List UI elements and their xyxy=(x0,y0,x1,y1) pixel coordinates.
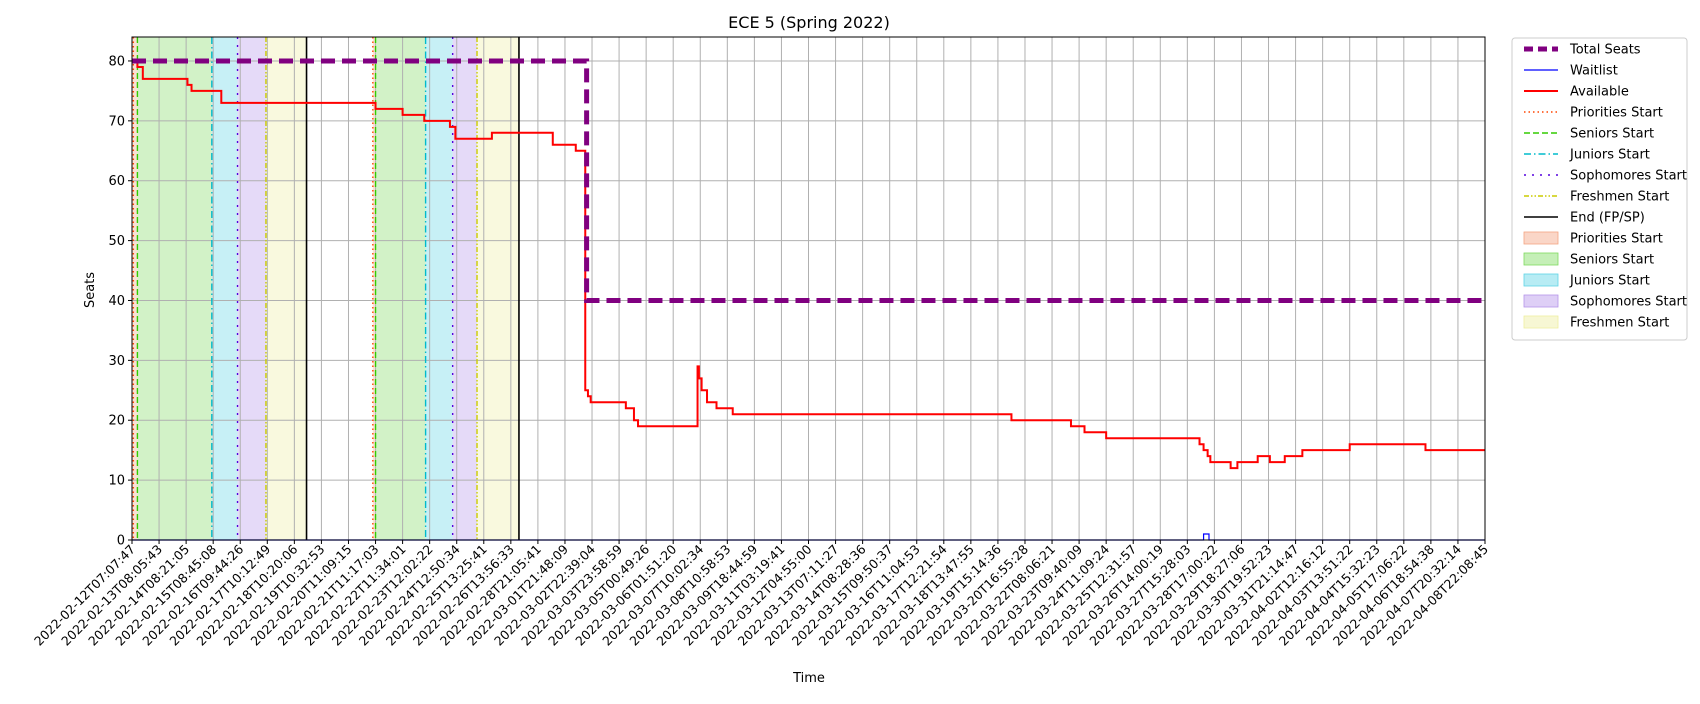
legend-label-available: Available xyxy=(1570,85,1629,100)
plot-layer: 010203040506070802022-02-12T07:07:472022… xyxy=(31,36,1491,649)
legend-label-priorities-start: Priorities Start xyxy=(1570,232,1663,247)
y-tick-label: 80 xyxy=(108,54,125,69)
legend-swatch-patch-freshmen-start xyxy=(1523,315,1559,329)
shaded-region-seniors-start1 xyxy=(375,37,426,540)
legend-swatch-patch-juniors-start xyxy=(1523,273,1559,287)
y-tick-label: 20 xyxy=(108,414,125,429)
legend-label-freshmen-start: Freshmen Start xyxy=(1570,190,1669,205)
series-line-available xyxy=(132,59,1485,470)
legend-label-freshmen-start: Freshmen Start xyxy=(1570,316,1669,331)
legend-label-priorities-start: Priorities Start xyxy=(1570,106,1663,121)
legend-label-seniors-start: Seniors Start xyxy=(1570,127,1654,142)
legend-swatch-patch-seniors-start xyxy=(1523,252,1559,266)
legend: Total Seats Waitlist Available Priorities S… xyxy=(1511,37,1688,341)
shaded-region-priorities-start0 xyxy=(132,37,138,540)
y-tick-label: 30 xyxy=(108,354,125,369)
legend-swatch-patch-priorities-start xyxy=(1523,231,1559,245)
shaded-region-seniors-start0 xyxy=(137,37,212,540)
shaded-region-freshmen-start0 xyxy=(265,37,307,540)
chart-title: ECE 5 (Spring 2022) xyxy=(728,13,890,32)
legend-label-juniors-start: Juniors Start xyxy=(1569,148,1650,163)
shaded-region-sophomores-start0 xyxy=(237,37,266,540)
y-tick-label: 10 xyxy=(108,474,125,489)
shaded-region-juniors-start0 xyxy=(211,37,238,540)
legend-swatch-patch-sophomores-start xyxy=(1523,294,1559,308)
x-axis-label: Time xyxy=(792,671,825,686)
shaded-region-priorities-start1 xyxy=(372,37,376,540)
legend-label-sophomores-start: Sophomores Start xyxy=(1570,295,1687,310)
series-line-total-seats xyxy=(132,58,1485,303)
legend-label-juniors-start: Juniors Start xyxy=(1569,274,1650,289)
y-axis-label: Seats xyxy=(83,272,98,308)
y-tick-label: 50 xyxy=(108,234,125,249)
legend-frame xyxy=(1511,37,1688,341)
legend-label-end-fp-sp-: End (FP/SP) xyxy=(1570,211,1645,226)
legend-label-waitlist: Waitlist xyxy=(1570,64,1618,79)
y-tick-label: 70 xyxy=(108,114,125,129)
legend-label-total-seats: Total Seats xyxy=(1569,43,1641,58)
legend-label-seniors-start: Seniors Start xyxy=(1570,253,1654,268)
y-tick-label: 60 xyxy=(108,174,125,189)
y-tick-label: 40 xyxy=(108,294,125,309)
legend-label-sophomores-start: Sophomores Start xyxy=(1570,169,1687,184)
y-tick-label: 0 xyxy=(117,534,125,549)
